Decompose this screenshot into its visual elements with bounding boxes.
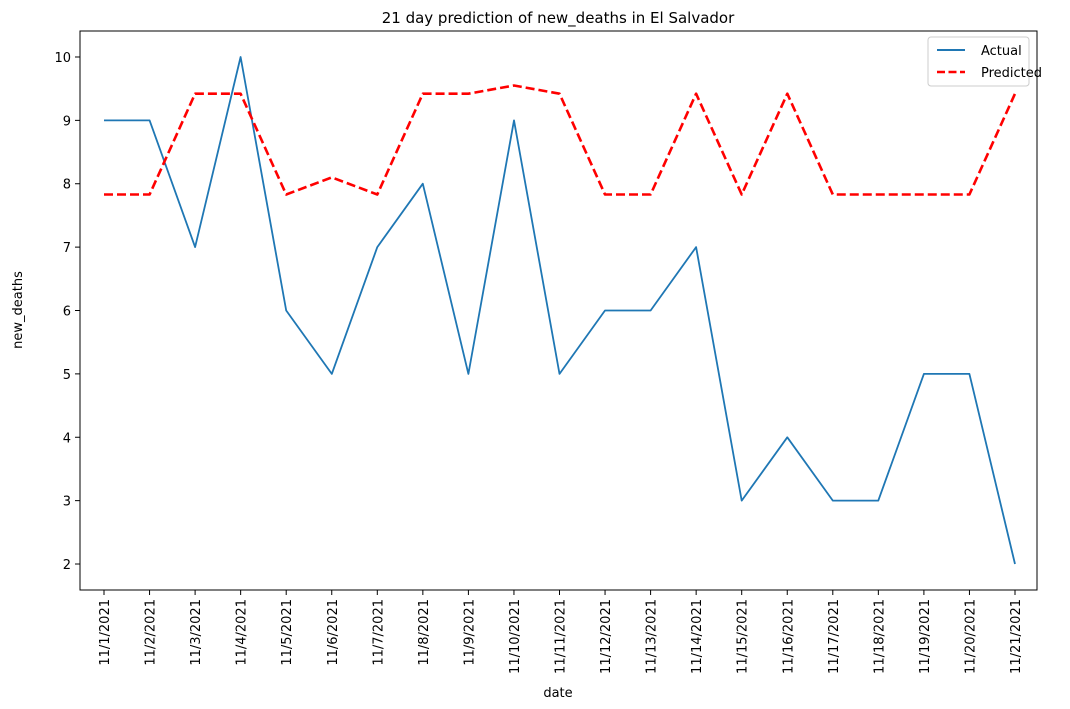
legend-predicted-label: Predicted — [981, 66, 1042, 81]
x-tick-label: 11/16/2021 — [781, 599, 796, 674]
series-line-actual — [104, 56, 1016, 565]
chart-title: 21 day prediction of new_deaths in El Sa… — [382, 9, 735, 28]
y-tick-label: 10 — [54, 51, 71, 66]
x-tick-label: 11/21/2021 — [1009, 599, 1024, 674]
plot-area — [79, 30, 1038, 591]
x-tick-label: 11/14/2021 — [690, 599, 705, 674]
y-tick-label: 4 — [63, 431, 71, 446]
y-tick-label: 8 — [63, 178, 71, 193]
legend-actual-label: Actual — [981, 44, 1022, 59]
y-tick-label: 5 — [63, 368, 71, 383]
x-tick-label: 11/12/2021 — [599, 599, 614, 674]
x-tick-label: 11/15/2021 — [736, 599, 751, 674]
y-axis-label: new_deaths — [11, 271, 26, 349]
x-axis: 11/1/2021 11/2/2021 11/3/2021 11/4/2021 11/5… — [98, 590, 1024, 674]
x-tick-label: 11/4/2021 — [235, 599, 250, 666]
x-axis-label: date — [543, 686, 572, 701]
x-tick-label: 11/9/2021 — [462, 599, 477, 666]
y-tick-label: 9 — [63, 114, 71, 129]
legend: Actual Predicted — [927, 36, 1042, 87]
y-tick-label: 2 — [63, 558, 71, 573]
x-tick-label: 11/11/2021 — [554, 599, 569, 674]
y-axis: 2 3 4 5 6 7 8 9 10 — [54, 51, 80, 573]
x-tick-label: 11/6/2021 — [326, 599, 341, 666]
series-line-predicted — [104, 84, 1017, 196]
x-tick-label: 11/1/2021 — [98, 599, 113, 666]
y-tick-label: 7 — [63, 241, 71, 256]
x-tick-label: 11/3/2021 — [189, 599, 204, 666]
x-tick-label: 11/20/2021 — [963, 599, 978, 674]
x-tick-label: 11/13/2021 — [645, 599, 660, 674]
y-tick-label: 6 — [63, 305, 71, 320]
series-layer — [104, 56, 1017, 565]
x-tick-label: 11/2/2021 — [144, 599, 159, 666]
x-tick-label: 11/18/2021 — [872, 599, 887, 674]
x-tick-label: 11/7/2021 — [371, 599, 386, 666]
x-tick-label: 11/19/2021 — [918, 599, 933, 674]
x-tick-label: 11/17/2021 — [827, 599, 842, 674]
x-tick-label: 11/8/2021 — [417, 599, 432, 666]
y-tick-label: 3 — [63, 495, 71, 510]
x-tick-label: 11/5/2021 — [280, 599, 295, 666]
x-tick-label: 11/10/2021 — [508, 599, 523, 674]
